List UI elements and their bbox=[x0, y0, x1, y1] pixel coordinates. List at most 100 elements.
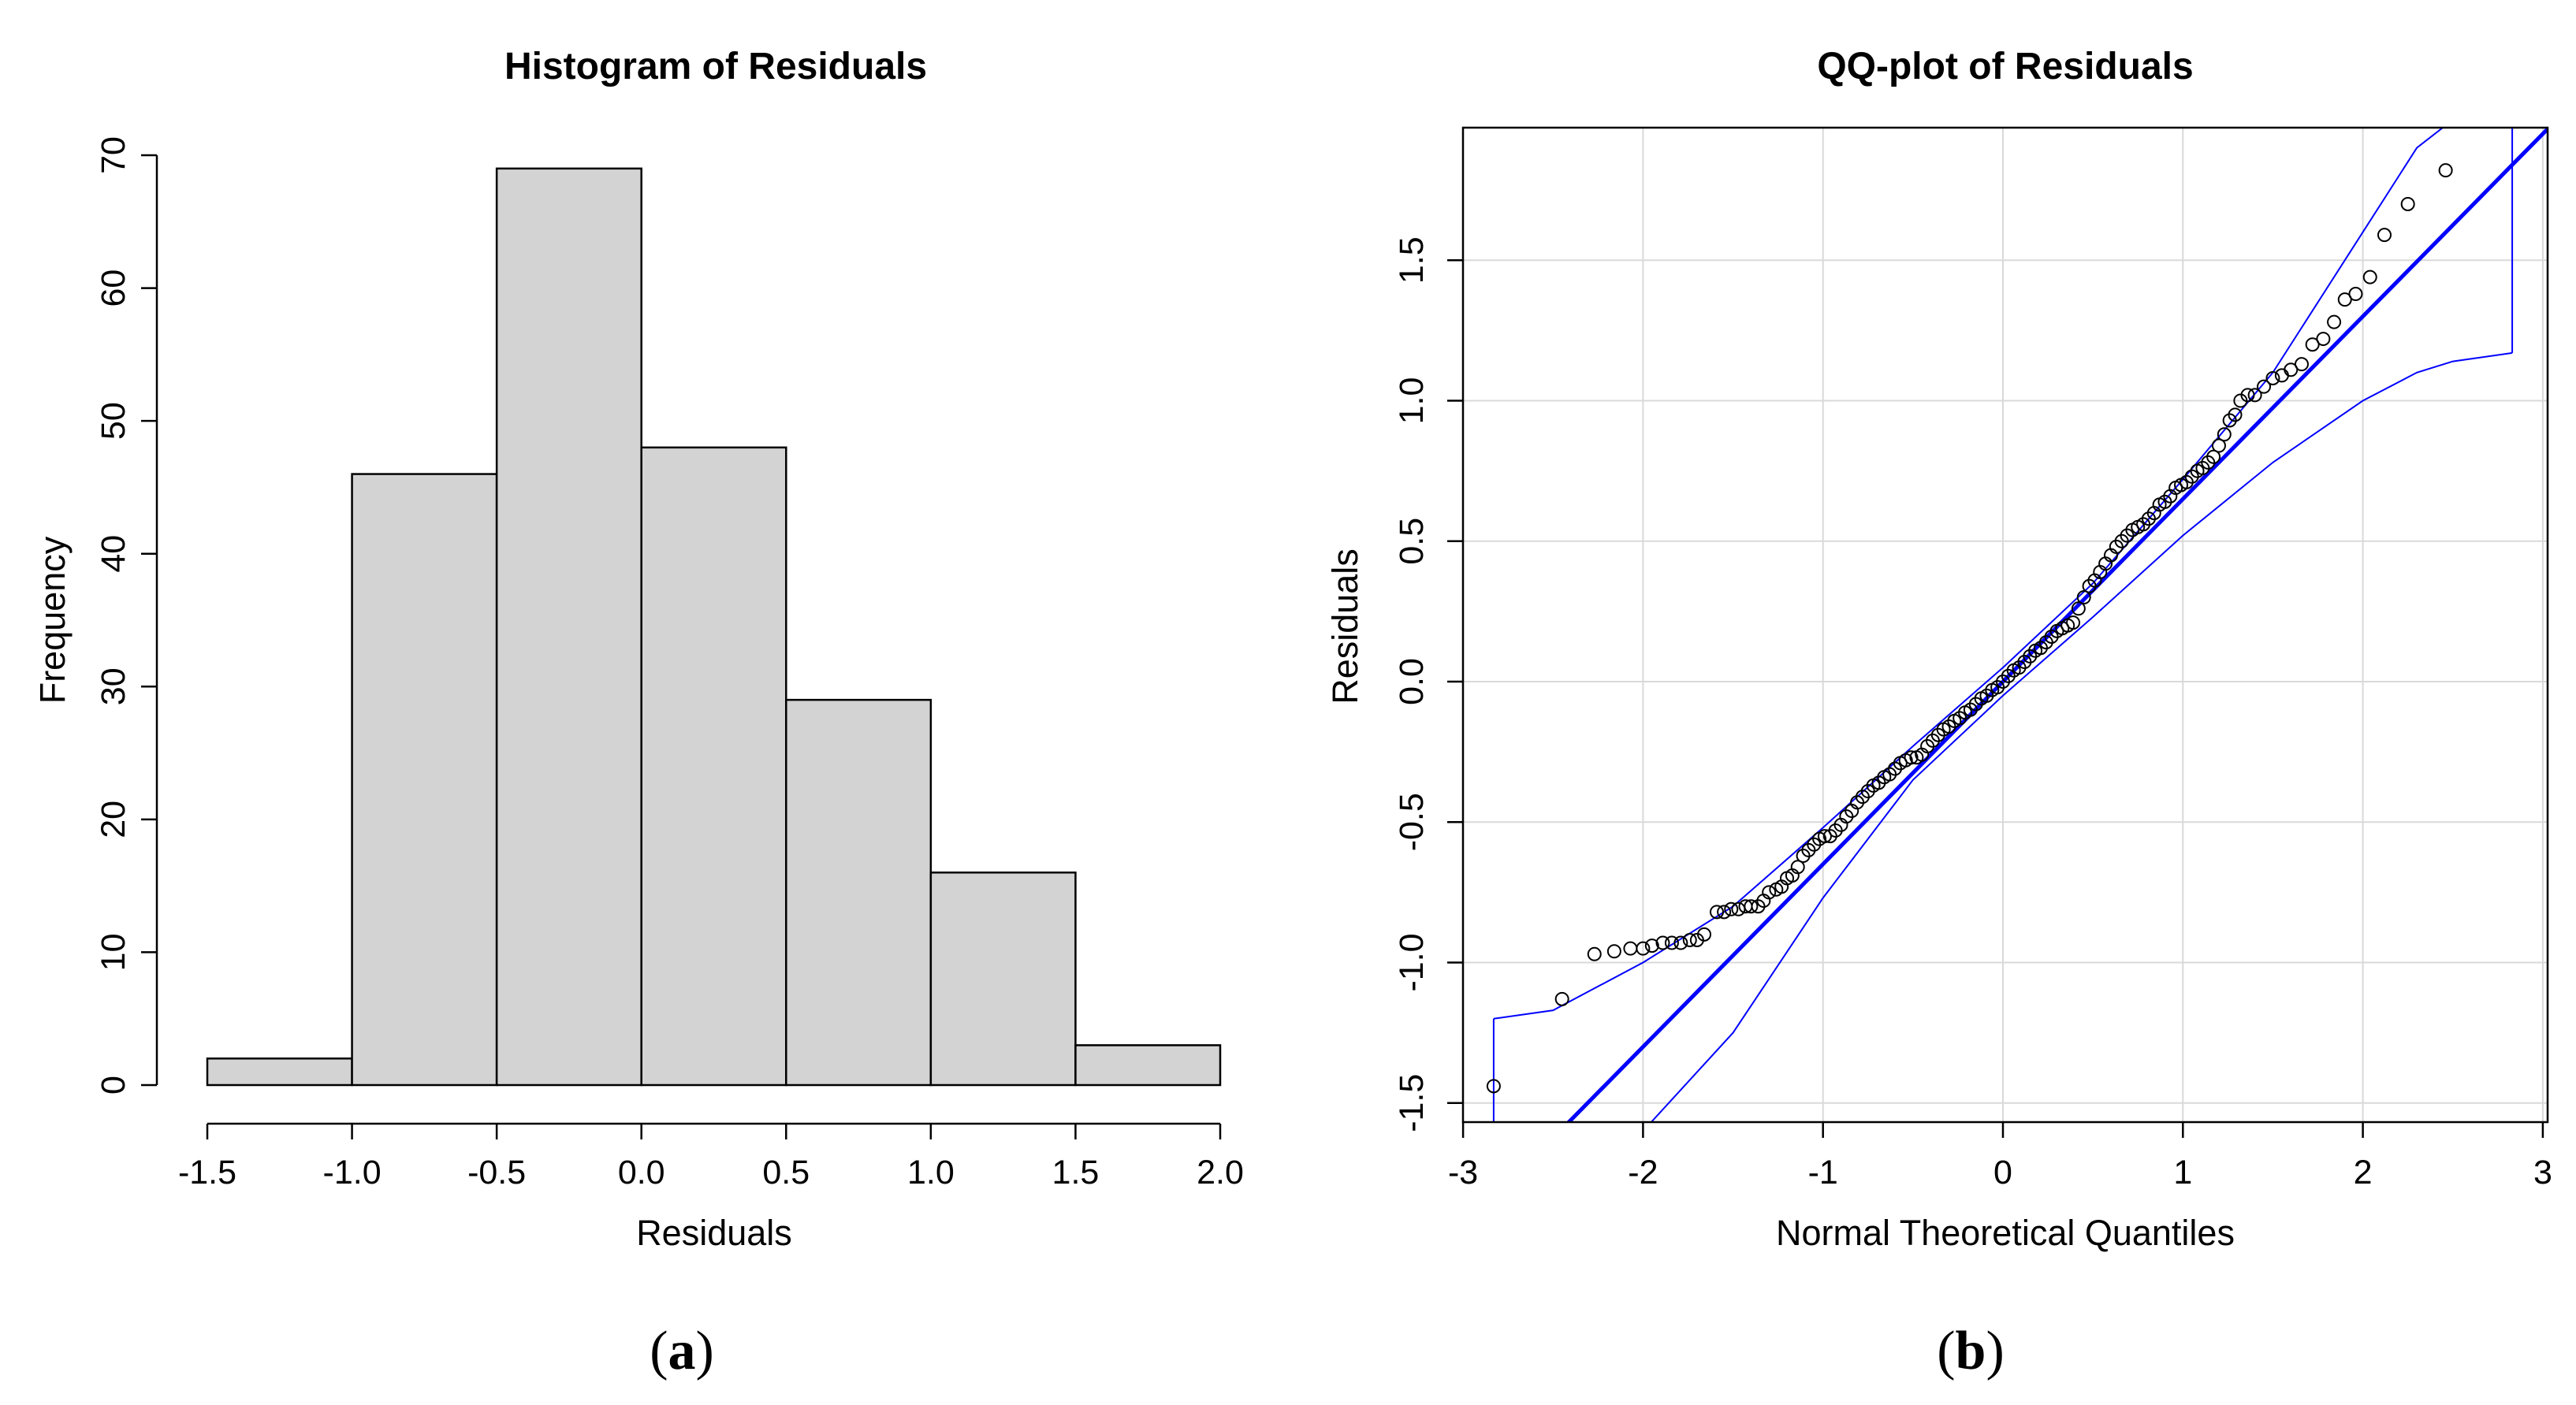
qq-plot-x-axis-label: Normal Theoretical Quantiles bbox=[1776, 1213, 2235, 1253]
histogram-x-tick-label: 2.0 bbox=[1197, 1154, 1244, 1191]
qq-plot-x-ticks: -3 -2 -1 0 1 2 3 bbox=[1448, 1122, 2552, 1191]
qq-plot-point bbox=[1697, 927, 1712, 942]
qq-plot-point bbox=[1664, 935, 1679, 950]
qq-plot-y-tick-label: 1.0 bbox=[1393, 377, 1431, 425]
qq-plot-point bbox=[1655, 935, 1670, 950]
qq-plot-points bbox=[1486, 0, 2518, 1094]
qq-plot-point bbox=[2066, 615, 2081, 630]
qq-plot-y-axis-label: Residuals bbox=[1325, 548, 1365, 704]
panel-label-a-letter: a bbox=[668, 1321, 696, 1381]
qq-plot-x-tick-label: -3 bbox=[1448, 1154, 1478, 1191]
histogram-y-tick-label: 70 bbox=[95, 136, 132, 174]
histogram-bar bbox=[495, 167, 642, 1087]
histogram-x-tick-label: 1.5 bbox=[1052, 1154, 1100, 1191]
qq-plot-point bbox=[2400, 196, 2415, 211]
histogram-x-tick-label: -1.0 bbox=[323, 1154, 382, 1191]
qq-plot-point bbox=[1817, 829, 1832, 844]
qq-plot-point bbox=[1644, 939, 1659, 953]
histogram-title: Histogram of Residuals bbox=[504, 46, 927, 87]
qq-plot-point bbox=[2506, 0, 2518, 6]
qq-plot-confidence-envelope bbox=[1492, 128, 2514, 1122]
qq-plot-point bbox=[2240, 388, 2255, 403]
qq-plot-point bbox=[2247, 388, 2262, 403]
qq-plot-point bbox=[1731, 901, 1746, 916]
qq-plot-point bbox=[2071, 601, 2086, 616]
qq-plot-point bbox=[2076, 590, 2091, 605]
qq-plot-x-tick-label: -1 bbox=[1808, 1154, 1838, 1191]
qq-plot-point bbox=[2305, 337, 2320, 352]
qq-plot-y-tick-label: -1.5 bbox=[1393, 1074, 1431, 1132]
histogram-x-axis-label: Residuals bbox=[636, 1213, 792, 1253]
qq-plot-point bbox=[2362, 269, 2377, 284]
qq-plot-point bbox=[2206, 449, 2221, 464]
qq-plot-point bbox=[2327, 314, 2342, 329]
qq-plot-point bbox=[1710, 905, 1725, 920]
histogram-x-tick-label: 1.0 bbox=[907, 1154, 955, 1191]
qq-plot-point bbox=[1790, 860, 1805, 875]
histogram-bar bbox=[640, 446, 787, 1087]
qq-plot-point bbox=[2337, 292, 2352, 307]
qq-plot-point bbox=[2294, 357, 2309, 372]
histogram-y-ticks: 0 10 20 30 40 50 60 70 bbox=[95, 136, 157, 1095]
qq-plot-point bbox=[1673, 935, 1688, 950]
histogram-bar bbox=[785, 698, 932, 1087]
qq-plot-panel: QQ-plot of Residuals -3 -2 -1 0 1 2 3 -1.5 -1.0… bbox=[1325, 0, 2552, 1381]
qq-plot-y-tick-label: 0.0 bbox=[1393, 658, 1431, 705]
qq-plot-point bbox=[1623, 941, 1638, 956]
qq-plot-point bbox=[1717, 905, 1732, 920]
qq-plot-point bbox=[2265, 370, 2280, 385]
qq-plot-point bbox=[2284, 362, 2299, 377]
histogram-y-axis-label: Frequency bbox=[32, 536, 73, 704]
qq-plot-title: QQ-plot of Residuals bbox=[1817, 46, 2193, 87]
qq-plot-point bbox=[1486, 1079, 1501, 1094]
qq-plot-y-tick-label: 0.5 bbox=[1393, 518, 1431, 565]
histogram-x-ticks: -1.5 -1.0 -0.5 0.0 0.5 1.0 1.5 2.0 bbox=[178, 1124, 1244, 1191]
histogram-panel: Histogram of Residuals -1.5 -1.0 -0.5 0.0 0.… bbox=[32, 46, 1244, 1381]
histogram-y-tick-label: 10 bbox=[95, 934, 132, 972]
histogram-x-tick-label: -1.5 bbox=[178, 1154, 236, 1191]
histogram-y-tick-label: 60 bbox=[95, 269, 132, 307]
qq-plot-point bbox=[1636, 941, 1651, 956]
qq-plot-point bbox=[2228, 407, 2243, 422]
qq-plot-reference-line-group bbox=[1565, 128, 2548, 1122]
qq-plot-point bbox=[2217, 427, 2232, 442]
qq-plot-x-tick-label: -2 bbox=[1628, 1154, 1658, 1191]
qq-plot-point bbox=[1904, 750, 1919, 765]
qq-plot-point bbox=[1682, 932, 1697, 947]
histogram-y-tick-label: 0 bbox=[95, 1076, 132, 1095]
histogram-bar bbox=[206, 1057, 353, 1087]
qq-plot-grid bbox=[1463, 128, 2548, 1122]
qq-plot-y-tick-label: 1.5 bbox=[1393, 236, 1431, 284]
qq-plot-point bbox=[1606, 944, 1621, 959]
histogram-y-tick-label: 40 bbox=[95, 535, 132, 573]
qq-plot-envelope-lower bbox=[1650, 351, 2513, 1122]
panel-label-b-letter: b bbox=[1956, 1321, 1986, 1381]
qq-plot-point bbox=[1587, 946, 1602, 961]
qq-plot-x-tick-label: 3 bbox=[2533, 1154, 2552, 1191]
qq-plot-point bbox=[1554, 991, 1569, 1006]
qq-plot-point bbox=[2274, 368, 2289, 383]
histogram-bar bbox=[1074, 1044, 1222, 1087]
qq-plot-y-ticks: -1.5 -1.0 -0.5 0.0 0.5 1.0 1.5 bbox=[1393, 236, 1463, 1132]
qq-plot-point bbox=[2438, 163, 2453, 178]
histogram-bar bbox=[351, 473, 498, 1087]
histogram-x-tick-label: -0.5 bbox=[467, 1154, 526, 1191]
panel-label-b: (b) bbox=[1937, 1321, 2005, 1381]
panel-label-a: (a) bbox=[650, 1321, 714, 1381]
histogram-y-tick-label: 30 bbox=[95, 667, 132, 705]
qq-plot-x-tick-label: 1 bbox=[2173, 1154, 2192, 1191]
qq-plot-point bbox=[2348, 287, 2363, 302]
qq-plot-point bbox=[1724, 901, 1739, 916]
histogram-bar bbox=[929, 872, 1077, 1087]
qq-plot-point bbox=[2377, 228, 2392, 243]
qq-plot-x-tick-label: 2 bbox=[2354, 1154, 2373, 1191]
qq-plot-envelope-upper bbox=[1493, 128, 2444, 1020]
qq-plot-x-tick-label: 0 bbox=[1993, 1154, 2012, 1191]
qq-plot-y-tick-label: -1.0 bbox=[1393, 933, 1431, 991]
qq-plot-frame bbox=[1461, 126, 2549, 1124]
qq-plot-point bbox=[2316, 332, 2331, 347]
qq-plot-y-tick-label: -0.5 bbox=[1393, 793, 1431, 851]
histogram-bars bbox=[206, 167, 1222, 1087]
qq-plot-point bbox=[1762, 885, 1777, 900]
